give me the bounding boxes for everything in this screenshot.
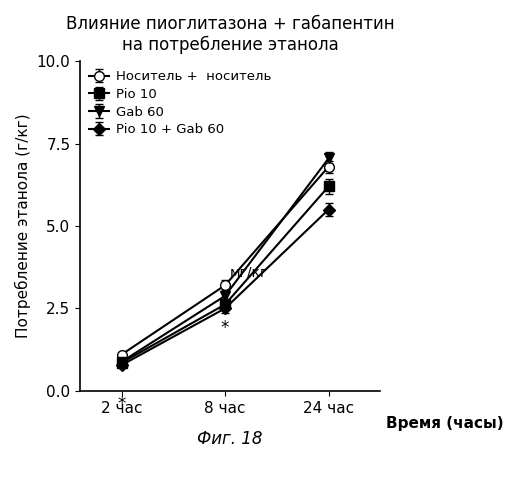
Text: Фиг. 18: Фиг. 18 bbox=[197, 430, 263, 448]
Text: *: * bbox=[117, 395, 126, 413]
Text: мг/кг: мг/кг bbox=[230, 265, 269, 279]
Title: Влияние пиоглитазона + габапентин
на потребление этанола: Влияние пиоглитазона + габапентин на пот… bbox=[66, 15, 394, 54]
Text: Время (часы): Время (часы) bbox=[386, 416, 504, 430]
Y-axis label: Потребление этанола (г/кг): Потребление этанола (г/кг) bbox=[15, 114, 31, 338]
Legend: Носитель +  носитель, Pio 10, Gab 60, Pio 10 + Gab 60: Носитель + носитель, Pio 10, Gab 60, Pio… bbox=[87, 68, 274, 139]
Text: *: * bbox=[221, 319, 229, 337]
